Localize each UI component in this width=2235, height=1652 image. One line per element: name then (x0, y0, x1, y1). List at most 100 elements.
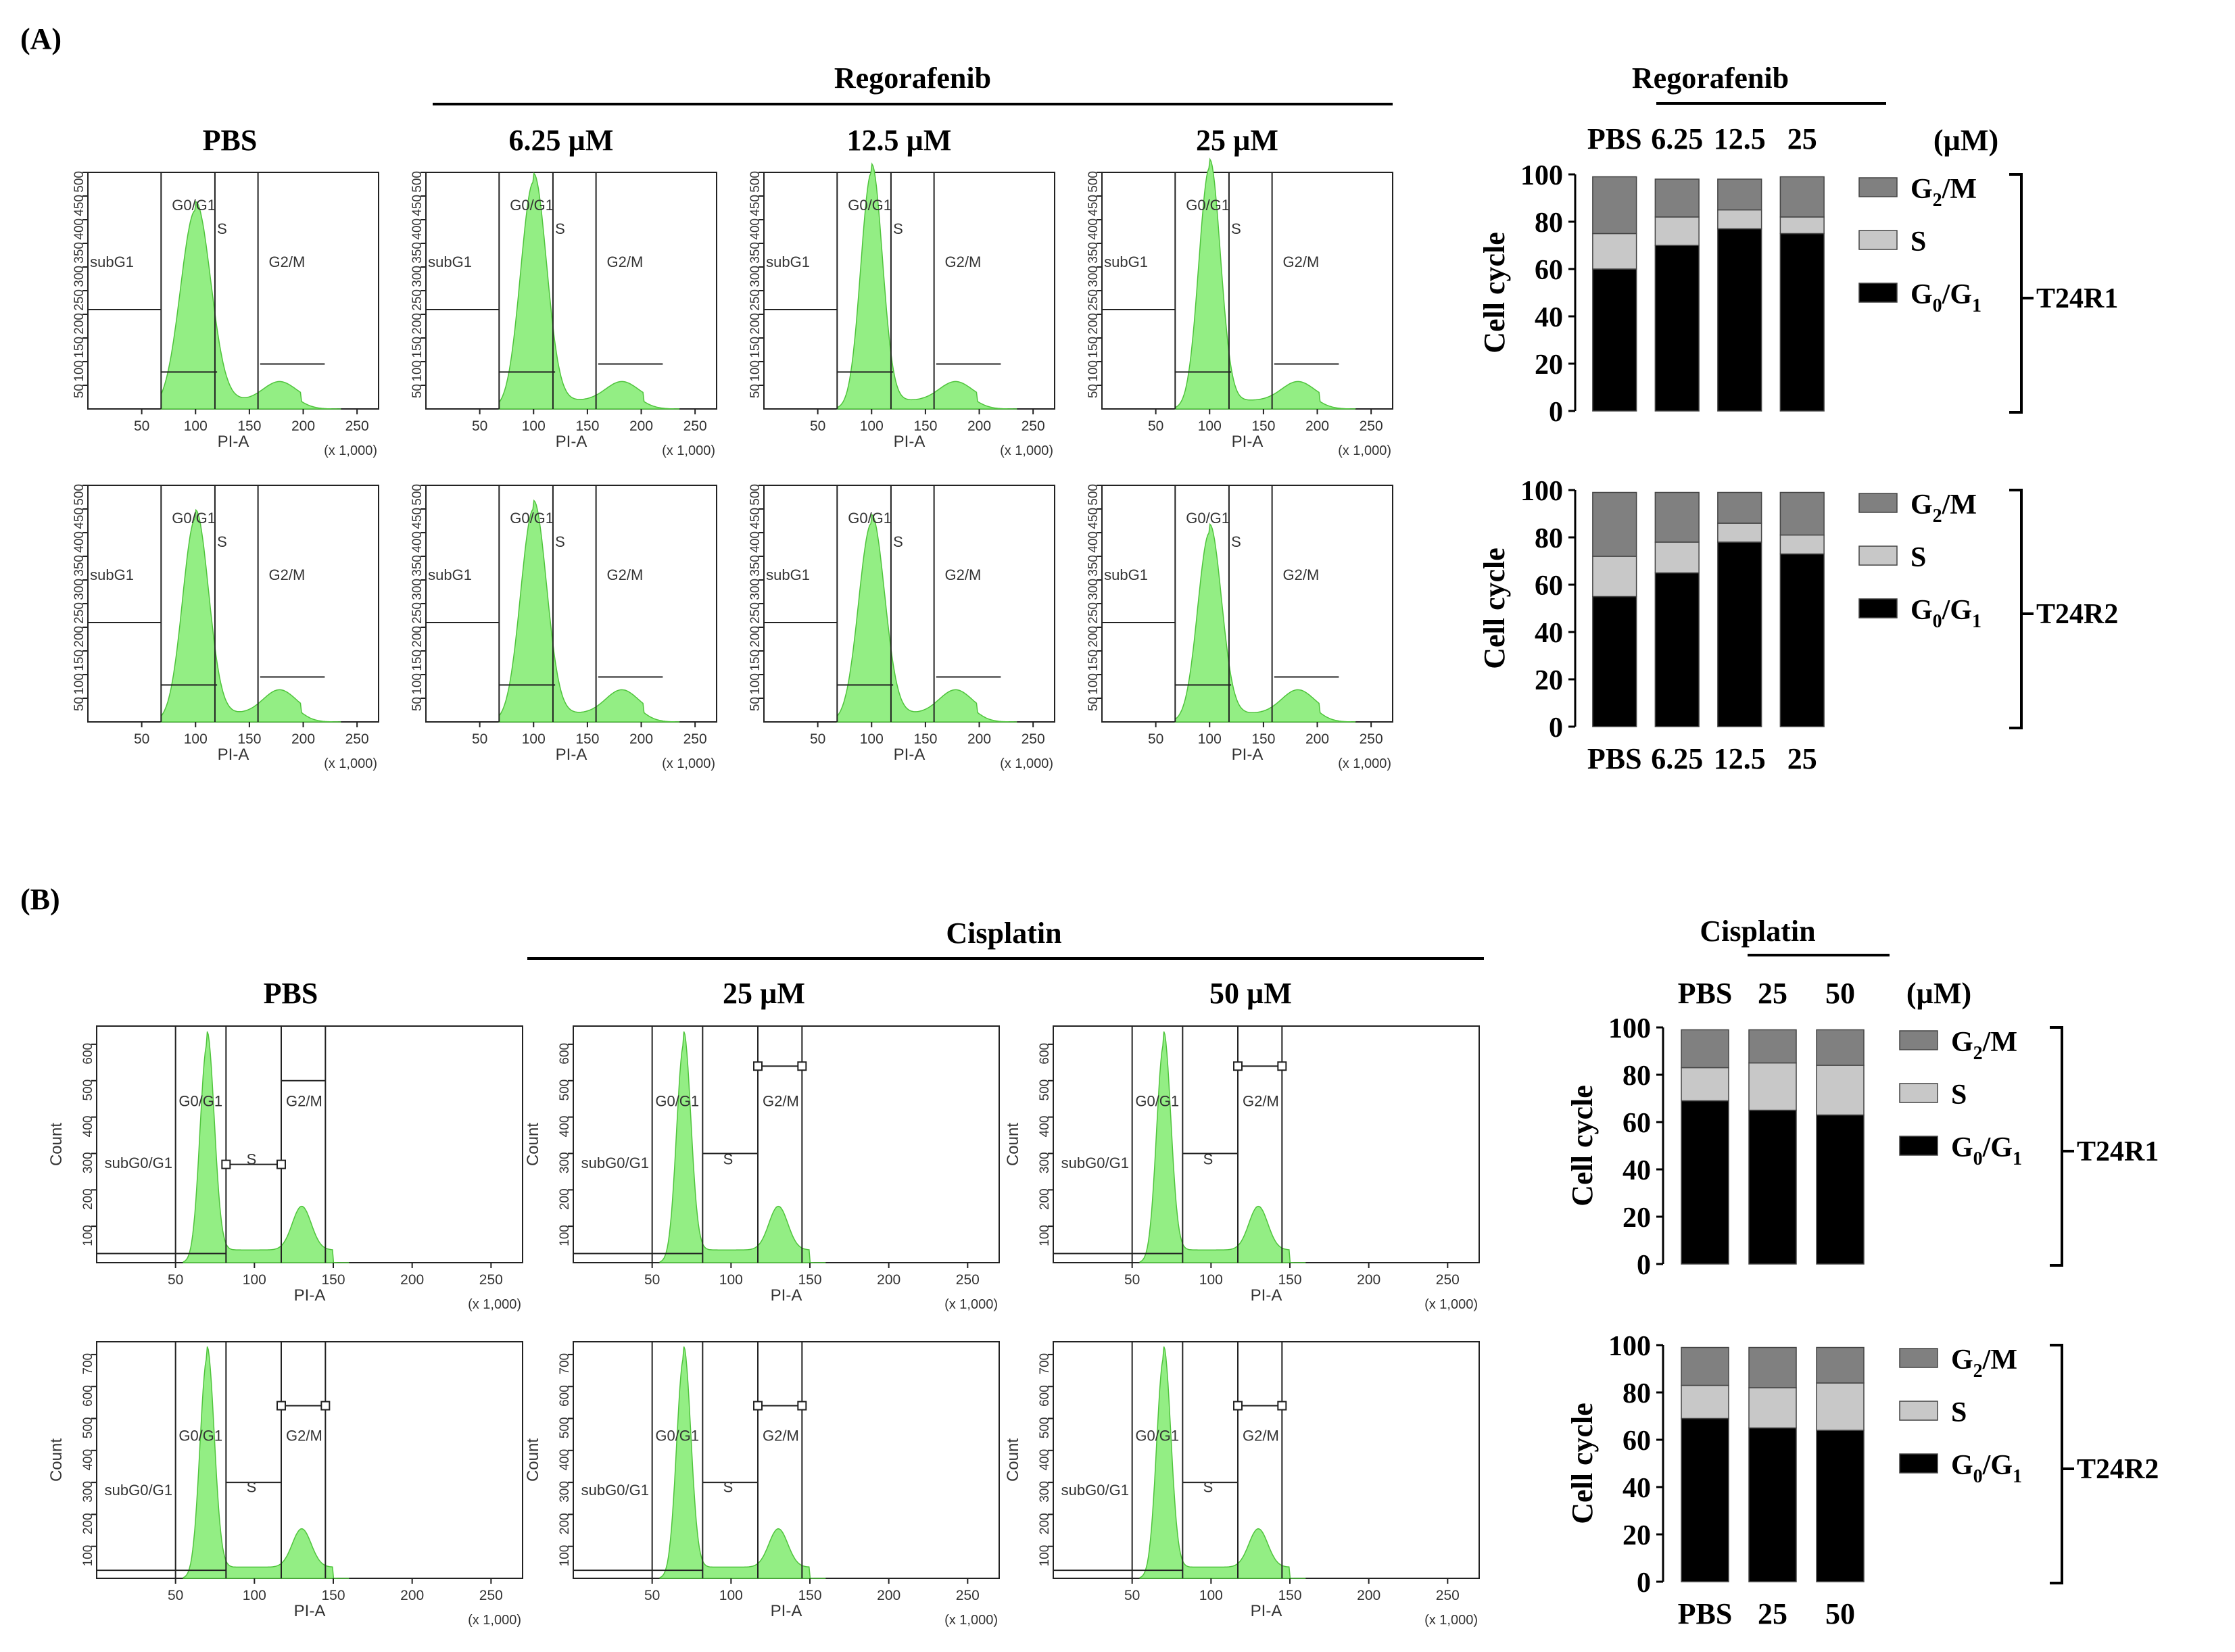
x-axis-unit: (x 1,000) (1424, 1613, 1478, 1628)
gate-label: G2/M (945, 566, 982, 583)
x-tick-label: 50 (644, 1588, 660, 1603)
x-axis-unit: (x 1,000) (468, 1297, 521, 1312)
x-tick-label: 200 (629, 418, 653, 434)
y-tick-label: 0 (1549, 712, 1563, 744)
y-tick-label: 350 (72, 555, 87, 577)
gate-label: G0/G1 (172, 510, 216, 527)
legend-text-part: /M (1982, 1027, 2017, 1058)
histogram-area (836, 513, 1017, 723)
y-tick-label: 60 (1535, 570, 1563, 602)
y-tick-label: 60 (1535, 255, 1563, 286)
gate-label: subG0/G1 (581, 1482, 649, 1499)
legend-text-part: /M (1982, 1344, 2017, 1376)
gate-label: G0/G1 (178, 1092, 222, 1109)
histogram-area (836, 162, 1017, 410)
y-tick-label: 20 (1535, 665, 1563, 696)
x-axis-unit: (x 1,000) (1338, 756, 1391, 771)
y-tick-label: 500 (558, 1417, 572, 1439)
legend-swatch-s (1858, 230, 1898, 250)
y-tick-label: 20 (1623, 1202, 1651, 1234)
histogram-panel-b: subG0/G1 G0/G1 S G2/M 50 100 150 200 250 100 200 30… (47, 1025, 523, 1312)
legend-swatch-g2m (1858, 177, 1898, 197)
y-tick-label: 450 (410, 508, 425, 529)
bar-segment-g0g1 (1748, 1427, 1797, 1582)
bar-segment-g2m (1717, 491, 1762, 524)
y-tick-label: 50 (748, 384, 763, 398)
x-axis-label: PI-A (771, 1286, 802, 1305)
x-tick-label: 250 (956, 1588, 980, 1603)
y-tick-label: 150 (72, 650, 87, 671)
y-axis-label: Count (47, 1123, 66, 1166)
legend-label-g0g1: G0/G1 (1910, 279, 1981, 316)
y-tick-label: 450 (410, 195, 425, 216)
legend-label-g2m: G2/M (1910, 489, 1977, 527)
gate-label: subG0/G1 (105, 1155, 172, 1171)
legend-swatch-s (1899, 1401, 1938, 1421)
y-tick-label: 40 (1535, 302, 1563, 333)
y-tick-label: 500 (748, 484, 763, 506)
y-tick-label: 150 (1086, 650, 1101, 671)
y-tick-label: 150 (748, 650, 763, 671)
histogram-grid: subG1 G0/G1 S G2/M 50 100 150 200 250 50 100 150 200… (47, 157, 1480, 1628)
bar-segment-g2m (1816, 1346, 1865, 1384)
bar-segment-g2m (1717, 178, 1762, 211)
y-tick-label: 20 (1623, 1520, 1651, 1551)
gate-label: G2/M (945, 253, 982, 270)
y-tick-label: 250 (72, 602, 87, 624)
category-label-top: PBS (1678, 977, 1733, 1010)
y-tick-label: 500 (81, 1417, 95, 1439)
bar-segment-s (1681, 1384, 1729, 1419)
y-tick-label: 300 (748, 579, 763, 600)
gate-label: G0/G1 (1135, 1092, 1179, 1109)
legend-text-part: 1 (1972, 295, 1981, 316)
bar-segment-s (1717, 523, 1762, 543)
group-bracket (2009, 489, 2034, 729)
x-tick-label: 150 (321, 1272, 345, 1288)
gate-label: G2/M (269, 566, 306, 583)
gate-label: S (1203, 1151, 1213, 1168)
y-tick-label: 250 (410, 289, 425, 311)
y-tick-label: 450 (72, 508, 87, 529)
x-axis-unit: (x 1,000) (324, 443, 377, 458)
x-tick-label: 250 (479, 1588, 503, 1603)
y-tick-label: 400 (748, 531, 763, 553)
gate-handle (797, 1061, 807, 1071)
bar-segment-s (1779, 216, 1825, 235)
x-tick-label: 250 (479, 1272, 503, 1288)
x-tick-label: 250 (1360, 418, 1383, 434)
gate-label: subG1 (428, 253, 472, 270)
gate-label: S (1231, 533, 1241, 550)
histogram-area (183, 1346, 350, 1579)
x-tick-label: 100 (1198, 731, 1222, 747)
group-label: T24R2 (2036, 599, 2118, 630)
y-axis-label: Count (524, 1438, 542, 1482)
y-axis-label: Count (1004, 1438, 1022, 1482)
x-tick-label: 50 (168, 1588, 183, 1603)
y-tick-label: 400 (1086, 218, 1101, 240)
y-tick-label: 100 (410, 673, 425, 695)
y-tick-label: 100 (748, 360, 763, 382)
bar-segment-g2m (1654, 491, 1700, 543)
legend-text-part: S (1910, 542, 1926, 573)
gate-label: subG0/G1 (1061, 1155, 1129, 1171)
x-tick-label: 250 (345, 731, 369, 747)
y-tick-label: 100 (81, 1545, 95, 1567)
legend-swatch-s (1899, 1083, 1938, 1103)
y-tick-label: 100 (1608, 1331, 1651, 1362)
bar-segment-g0g1 (1592, 596, 1637, 727)
x-tick-label: 200 (291, 731, 315, 747)
gate-label: S (1231, 220, 1241, 237)
histogram-frame (1101, 485, 1393, 723)
y-tick-label: 250 (748, 602, 763, 624)
legend-label-s: S (1951, 1079, 1967, 1111)
legend-text-part: 0 (1973, 1466, 1983, 1487)
gate-handle (1277, 1061, 1287, 1071)
x-tick-label: 50 (1124, 1272, 1140, 1288)
category-label-top: 50 (1825, 977, 1855, 1010)
histogram-area (659, 1031, 826, 1263)
y-tick-label: 200 (1038, 1513, 1052, 1534)
